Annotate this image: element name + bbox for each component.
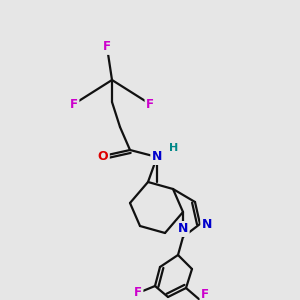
- Text: N: N: [178, 223, 188, 236]
- Text: F: F: [70, 98, 78, 110]
- Text: N: N: [202, 218, 212, 230]
- Text: F: F: [103, 40, 111, 53]
- Text: F: F: [146, 98, 154, 110]
- Text: F: F: [201, 289, 209, 300]
- Text: F: F: [134, 286, 142, 299]
- Text: O: O: [98, 149, 108, 163]
- Text: H: H: [169, 143, 178, 153]
- Text: N: N: [152, 151, 162, 164]
